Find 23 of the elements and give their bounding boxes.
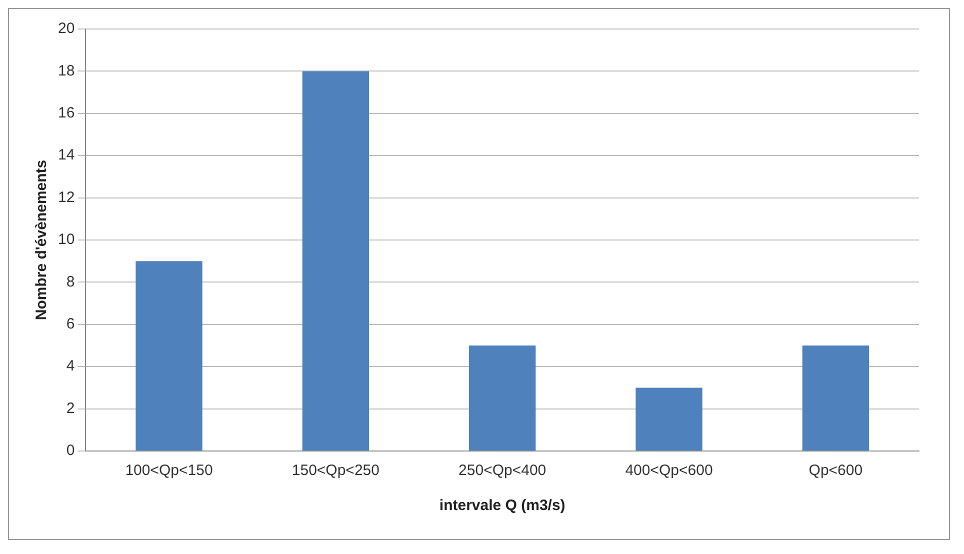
- x-tick-label: 250<Qp<400: [458, 462, 546, 480]
- y-tick-label: 4: [66, 358, 75, 375]
- x-tick-label: 100<Qp<150: [125, 462, 213, 480]
- bar: [636, 388, 702, 450]
- bar: [136, 261, 202, 450]
- y-tick-label: 10: [58, 231, 75, 248]
- bar: [469, 346, 536, 450]
- y-tick-label: 16: [58, 104, 75, 122]
- x-tick-label: 400<Qp<600: [625, 462, 713, 480]
- bar: [302, 71, 370, 450]
- y-tick-label: 18: [58, 62, 75, 80]
- y-tick-label: 12: [58, 188, 75, 206]
- y-tick-label: 8: [66, 273, 75, 290]
- bar: [802, 346, 869, 450]
- y-tick-label: 14: [58, 146, 75, 164]
- x-axis-title: intervale Q (m3/s): [439, 497, 566, 514]
- y-tick-label: 0: [66, 442, 75, 460]
- y-tick-label: 20: [58, 20, 75, 38]
- y-tick-label: 2: [66, 400, 75, 417]
- x-tick-label: 150<Qp<250: [292, 462, 380, 480]
- y-axis-title: Nombre d'évènements: [33, 160, 50, 320]
- x-tick-label: Qp<600: [808, 462, 863, 480]
- y-tick-label: 6: [66, 316, 75, 333]
